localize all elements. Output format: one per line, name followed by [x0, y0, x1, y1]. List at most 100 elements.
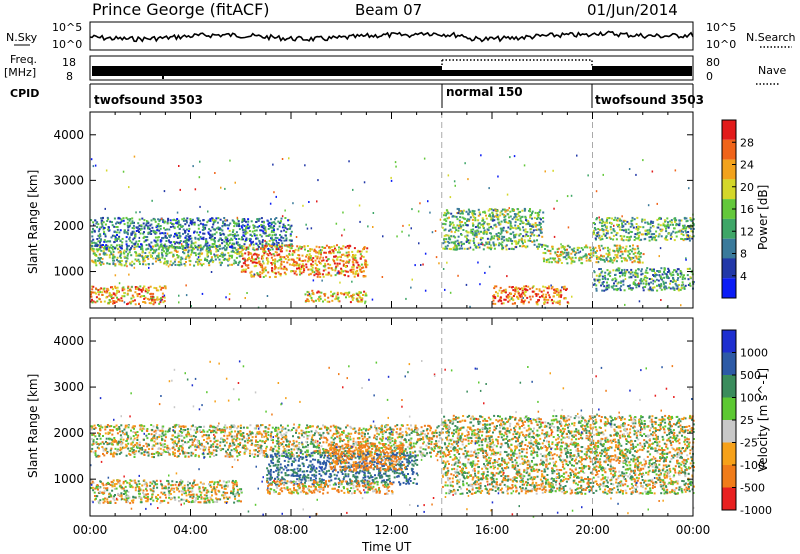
echo-cell	[277, 241, 280, 244]
echo-cell	[492, 302, 495, 305]
echo-cell	[660, 235, 663, 238]
echo-cell	[242, 432, 245, 434]
echo-cell	[497, 216, 500, 219]
echo-cell	[594, 278, 597, 281]
echo-cell	[276, 228, 279, 231]
echo-cell	[247, 247, 250, 250]
echo-cell	[675, 235, 678, 238]
echo-cell	[338, 271, 341, 274]
echo-cell	[172, 262, 175, 265]
echo-cell	[558, 303, 561, 306]
echo-cell	[384, 443, 387, 445]
echo-cell	[542, 244, 545, 247]
echo-cell	[114, 294, 117, 297]
echo-cell	[512, 289, 515, 292]
echo-cell	[131, 260, 134, 263]
echo-cell	[92, 260, 95, 263]
echo-cell	[584, 254, 587, 257]
echo-cell	[335, 248, 337, 251]
echo-cell	[202, 219, 205, 222]
noise-cell	[561, 286, 563, 289]
echo-cell	[344, 254, 347, 257]
echo-cell	[90, 425, 93, 428]
noise-cell	[128, 186, 130, 189]
echo-cell	[350, 271, 353, 273]
echo-cell	[315, 272, 318, 275]
echo-cell	[175, 232, 178, 235]
echo-cell	[283, 256, 286, 259]
echo-cell	[221, 229, 224, 232]
echo-cell	[225, 450, 227, 453]
echo-cell	[98, 288, 101, 291]
echo-cell	[154, 220, 157, 223]
echo-cell	[452, 226, 455, 229]
echo-cell	[113, 241, 116, 244]
echo-cell	[511, 240, 514, 242]
echo-cell	[507, 226, 510, 229]
echo-cell	[631, 224, 634, 227]
echo-cell	[566, 301, 569, 304]
echo-cell	[328, 300, 331, 303]
echo-cell	[125, 216, 128, 219]
echo-cell	[157, 254, 160, 257]
echo-cell	[648, 236, 651, 239]
echo-cell	[617, 250, 620, 253]
noise-cell	[478, 243, 480, 246]
echo-cell	[318, 296, 321, 299]
echo-cell	[159, 239, 162, 242]
noise-cell	[668, 232, 670, 235]
echo-cell	[596, 279, 599, 282]
echo-cell	[301, 264, 304, 267]
echo-cell	[606, 218, 609, 221]
echo-cell	[102, 216, 104, 219]
echo-cell	[357, 274, 360, 277]
echo-cell	[112, 300, 115, 302]
echo-cell	[498, 299, 501, 302]
echo-cell	[95, 296, 98, 299]
echo-cell	[325, 251, 327, 254]
echo-cell	[105, 244, 108, 247]
echo-cell	[172, 253, 175, 256]
echo-cell	[216, 254, 219, 257]
echo-cell	[592, 229, 595, 232]
echo-cell	[176, 246, 179, 249]
echo-cell	[631, 271, 634, 274]
echo-cell	[556, 255, 559, 258]
echo-cell	[562, 286, 565, 289]
echo-cell	[173, 241, 176, 243]
echo-cell	[138, 218, 141, 221]
echo-cell	[115, 453, 118, 456]
echo-cell	[117, 237, 120, 240]
echo-cell	[614, 257, 617, 260]
echo-cell	[504, 215, 507, 218]
echo-cell	[110, 447, 113, 450]
echo-cell	[522, 245, 525, 247]
echo-cell	[560, 294, 563, 297]
cpid-segment-3: twofsound 3503	[595, 93, 704, 107]
echo-cell	[266, 262, 269, 265]
echo-cell	[230, 435, 233, 438]
echo-cell	[360, 250, 363, 253]
echo-cell	[280, 429, 283, 432]
echo-cell	[106, 262, 109, 265]
echo-cell	[629, 245, 631, 248]
echo-cell	[105, 296, 108, 299]
echo-cell	[270, 223, 273, 226]
echo-cell	[295, 261, 298, 264]
echo-cell	[346, 256, 349, 259]
echo-cell	[177, 432, 180, 435]
echo-cell	[511, 208, 514, 211]
echo-cell	[603, 255, 605, 258]
echo-cell	[515, 286, 518, 289]
echo-cell	[169, 241, 172, 244]
echo-cell	[237, 247, 240, 250]
echo-cell	[488, 241, 491, 244]
echo-cell	[216, 443, 219, 446]
echo-cell	[158, 302, 161, 305]
noise-cell	[351, 280, 353, 283]
noise-cell	[560, 243, 562, 246]
echo-cell	[152, 257, 155, 260]
echo-cell	[229, 453, 232, 456]
echo-cell	[138, 441, 141, 444]
echo-cell	[181, 218, 184, 221]
